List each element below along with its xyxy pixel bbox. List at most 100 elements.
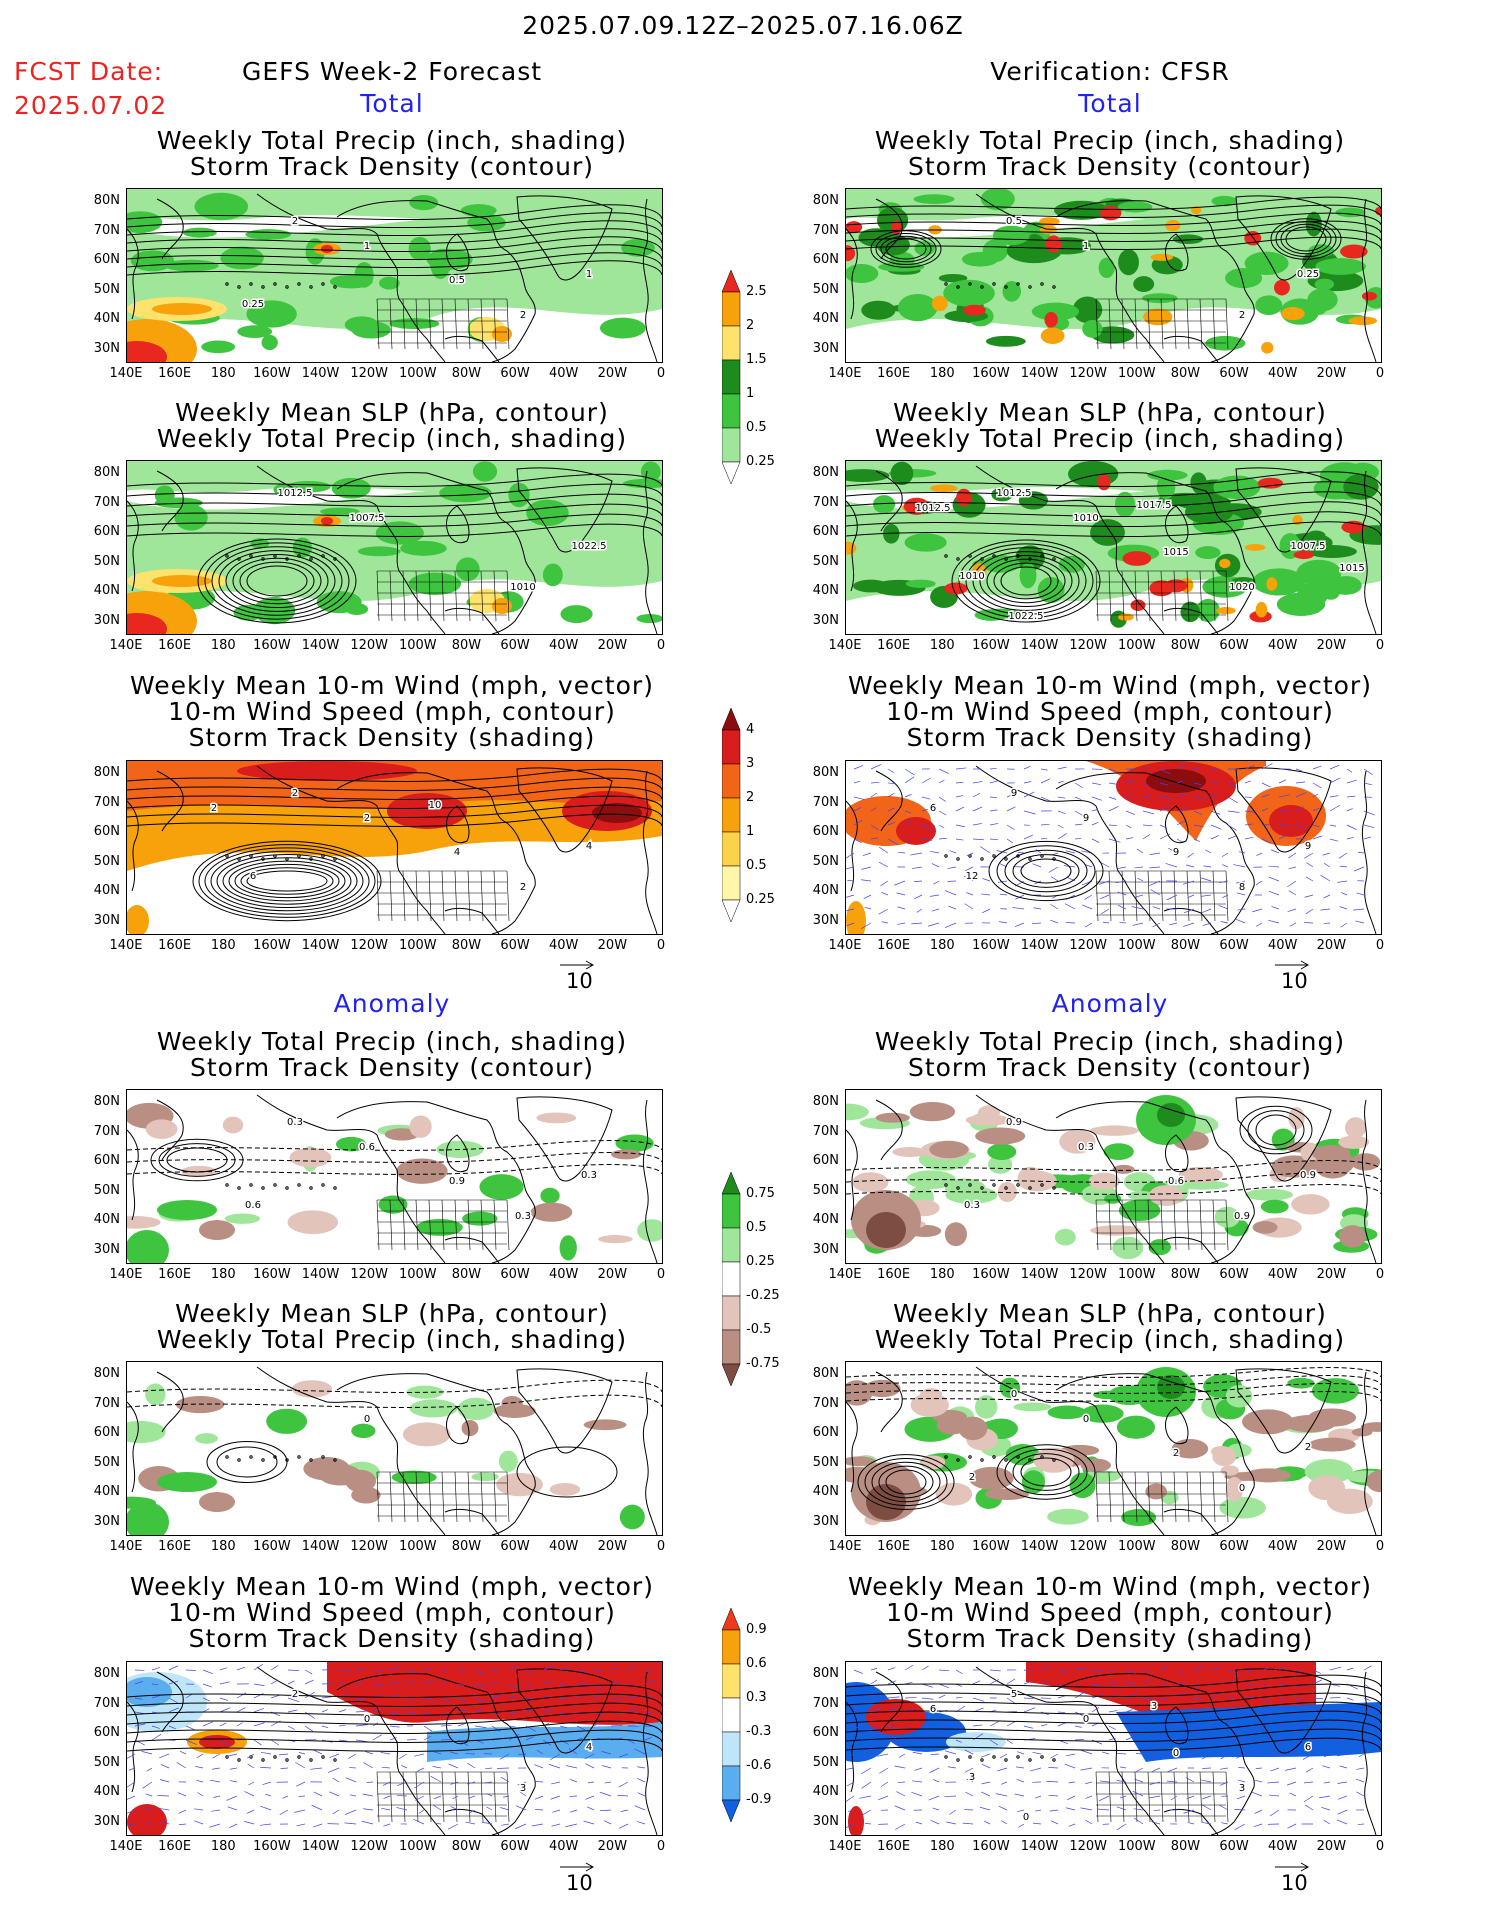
- panel-l1-title-1: Weekly Total Precip (inch, shading): [156, 126, 628, 155]
- shading-region: [289, 1147, 332, 1168]
- contour-label: 12: [966, 871, 979, 882]
- shading-region: [1257, 477, 1284, 489]
- colorbar-graphic: [722, 1608, 741, 1823]
- latitude-label: 70N: [93, 494, 120, 510]
- longitude-label: 0: [1375, 638, 1385, 653]
- shading-region: [1040, 327, 1065, 345]
- contour-label: 0.3: [287, 1117, 303, 1128]
- colorbar-end: [722, 708, 741, 731]
- shading-region: [846, 1380, 873, 1406]
- shading-region: [592, 803, 642, 823]
- colorbar-swatch: [722, 729, 741, 765]
- latitude-label: 30N: [812, 1813, 839, 1829]
- longitude-label: 160W: [972, 366, 1010, 381]
- longitude-label: 140W: [1020, 938, 1059, 953]
- shading-region: [1172, 234, 1204, 244]
- shading-region: [1343, 473, 1379, 500]
- shading-region: [1340, 244, 1368, 259]
- contour-label: 10: [429, 800, 442, 811]
- longitude-label: 120W: [1069, 1267, 1108, 1282]
- longitude-label: 60W: [1219, 638, 1249, 653]
- shading-region: [1118, 613, 1134, 621]
- contour-lines: [846, 1674, 1381, 1751]
- contour-label: 6: [250, 871, 256, 882]
- shading-region: [846, 1456, 876, 1467]
- shading-region: [1255, 601, 1268, 618]
- shading-region: [1097, 474, 1111, 491]
- shading-region: [1122, 551, 1152, 566]
- contour-lines: [857, 1444, 1096, 1510]
- shading-region: [1148, 1239, 1171, 1256]
- shading-region: [246, 300, 297, 328]
- shading-region: [501, 1395, 523, 1411]
- panel-r4-title-1: Weekly Total Precip (inch, shading): [874, 1027, 1346, 1056]
- latitude-label: 70N: [812, 1695, 839, 1711]
- colorbar-label: -0.5: [746, 1322, 772, 1337]
- contour-label: 0.6: [1168, 1176, 1184, 1187]
- shading-region: [905, 579, 936, 588]
- longitude-label: 20W: [597, 1539, 628, 1554]
- shading-region: [896, 817, 936, 845]
- longitude-label: 140E: [109, 366, 143, 381]
- longitude-label: 180: [929, 1539, 955, 1554]
- longitude-label: 180: [929, 1267, 955, 1282]
- shading-region: [946, 1732, 1006, 1752]
- shading-region: [375, 521, 424, 545]
- longitude-label: 120W: [350, 366, 389, 381]
- longitude-label: 160E: [158, 1839, 192, 1854]
- latitude-label: 40N: [93, 1484, 120, 1499]
- shading-region: [462, 1211, 498, 1226]
- fcst-date-value: 2025.07.02: [14, 91, 168, 120]
- longitude-label: 160E: [158, 1539, 192, 1554]
- shading-region: [1150, 253, 1174, 261]
- longitude-label: 20W: [597, 638, 628, 653]
- shading-region: [1148, 1185, 1184, 1206]
- shading-region: [1068, 461, 1119, 488]
- longitude-label: 60W: [500, 938, 530, 953]
- map-panel-verif-precip-storm: 1 2 0.25 0.5: [845, 188, 1382, 363]
- shading-region: [1098, 257, 1115, 278]
- shading-region: [935, 1482, 973, 1506]
- shading-region: [846, 541, 857, 555]
- latitude-label: 40N: [93, 883, 120, 898]
- colorbar-end: [722, 899, 741, 923]
- panel-r5-title-2: Weekly Total Precip (inch, shading): [874, 1325, 1346, 1354]
- longitude-label: 140W: [1020, 366, 1059, 381]
- colorbar-swatch: [722, 427, 741, 463]
- shading-region: [199, 1220, 235, 1240]
- shading-region: [1329, 576, 1362, 595]
- panel-l5-title-2: Weekly Total Precip (inch, shading): [156, 1325, 628, 1354]
- shading-region: [1338, 1135, 1370, 1149]
- shading-region: [498, 1450, 518, 1472]
- longitude-label: 0: [656, 1539, 666, 1554]
- state-borders: [376, 870, 510, 922]
- longitude-label: 0: [1375, 1539, 1385, 1554]
- shading-region: [992, 225, 1030, 246]
- longitude-label: 100W: [1117, 638, 1156, 653]
- panel-r1-title-2: Storm Track Density (contour): [907, 152, 1313, 181]
- shading-region: [1284, 1415, 1336, 1433]
- latitude-label: 70N: [93, 222, 120, 238]
- latitude-label: 50N: [812, 1754, 839, 1770]
- shading-region: [1344, 1117, 1367, 1139]
- contour-label: 1015: [1339, 563, 1364, 574]
- latitude-label: 40N: [93, 1212, 120, 1227]
- shading-region: [1276, 592, 1326, 617]
- contour-label: 0: [1083, 1714, 1089, 1725]
- longitude-label: 20W: [597, 1267, 628, 1282]
- longitude-label: 40W: [1268, 366, 1298, 381]
- shading-region: [199, 1735, 235, 1749]
- panel-l3-title-1: Weekly Mean 10-m Wind (mph, vector): [130, 671, 654, 700]
- longitude-label: 0: [656, 938, 666, 953]
- latitude-label: 50N: [93, 281, 120, 297]
- latitude-label: 50N: [812, 553, 839, 569]
- shading-region: [1088, 1172, 1120, 1190]
- latitude-label: 30N: [812, 340, 839, 356]
- shading-region: [1245, 1468, 1292, 1483]
- panel-l3-title-3: Storm Track Density (shading): [188, 723, 596, 752]
- latitude-label: 30N: [93, 1813, 120, 1829]
- latitude-label: 50N: [812, 853, 839, 869]
- shading-region: [237, 325, 273, 338]
- latitude-label: 80N: [812, 465, 839, 480]
- shading-region: [910, 1393, 949, 1417]
